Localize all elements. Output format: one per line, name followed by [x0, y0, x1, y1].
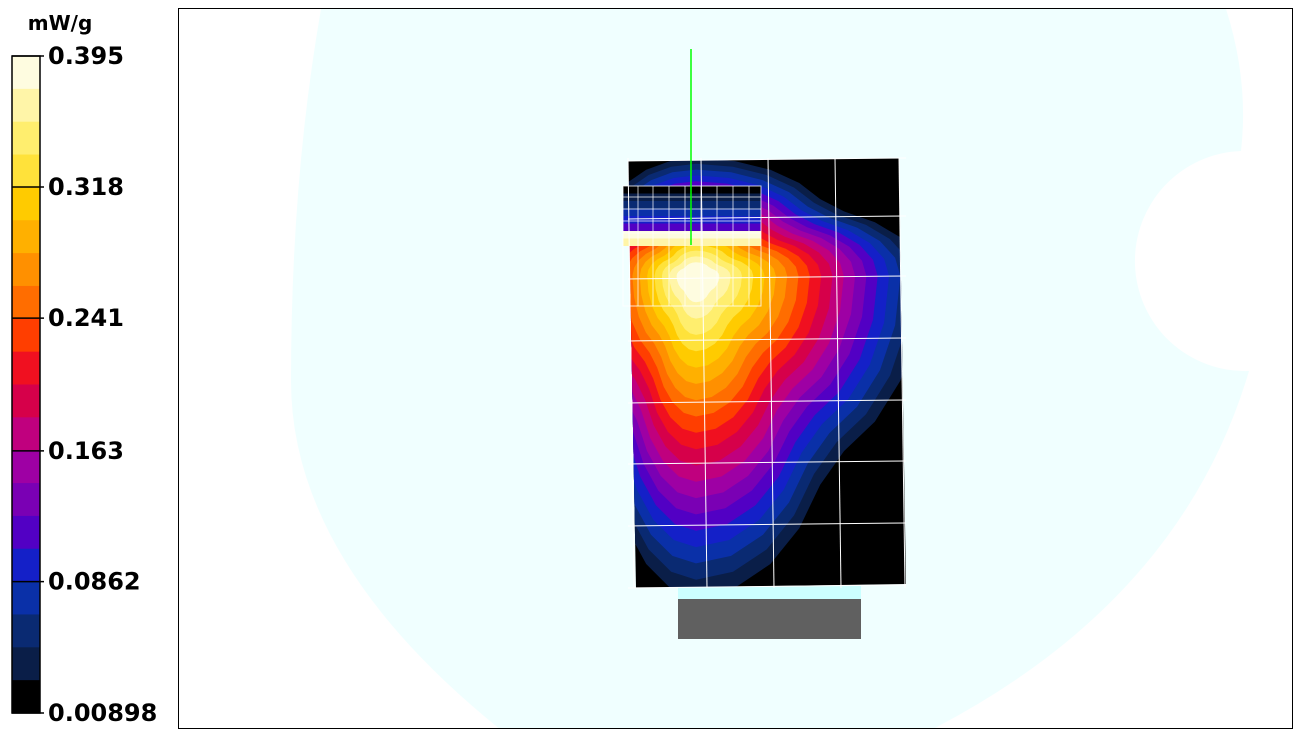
- colorbar-unit-label: mW/g: [28, 11, 93, 35]
- colorbar-tick-label: 0.163: [48, 437, 124, 465]
- grid-line: [627, 522, 907, 527]
- grid-line: [627, 275, 907, 280]
- grid-line: [898, 157, 906, 589]
- sar-contour-band: [676, 262, 720, 303]
- sar-contour-bands: [628, 158, 906, 588]
- colorbar-band: [12, 417, 40, 451]
- colorbar-band: [12, 384, 40, 418]
- colorbar-tick-label: 0.00898: [48, 699, 157, 727]
- measurement-grid: [622, 157, 907, 589]
- grid-line: [627, 584, 907, 589]
- grid-line: [834, 157, 842, 589]
- zoom-scan-region: [623, 186, 761, 246]
- colorbar-tick-label: 0.0862: [48, 568, 141, 596]
- colorbar-band: [12, 121, 40, 156]
- colorbar-band: [12, 450, 40, 484]
- colorbar-band: [12, 220, 40, 254]
- colorbar-band: [12, 614, 40, 648]
- zoom-scan-frame: [622, 185, 762, 307]
- colorbar-ticks: 0.395 0.318 0.241 0.163 0.0862 0.00898: [12, 42, 157, 727]
- grid-line: [627, 215, 907, 220]
- colorbar-band: [12, 351, 40, 385]
- colorbar-band: [12, 581, 40, 615]
- sar-plot-svg: [291, 9, 1249, 728]
- colorbar-band: [12, 483, 40, 517]
- colorbar-band: [12, 154, 40, 188]
- grid-line: [767, 157, 775, 589]
- sar-plot-area: [178, 8, 1293, 729]
- grid-line: [700, 157, 708, 589]
- colorbar-legend: mW/g 0.395 0.318 0.241 0.163 0.0862 0.00898: [11, 11, 157, 727]
- grid-line: [627, 460, 907, 465]
- colorbar-band: [12, 187, 40, 221]
- colorbar-band: [12, 56, 40, 90]
- colorbar-tick-label: 0.318: [48, 173, 124, 201]
- colorbar-band: [12, 285, 40, 320]
- device-base: [678, 599, 861, 639]
- colorbar-tick-label: 0.241: [48, 304, 124, 332]
- colorbar-band: [12, 88, 40, 123]
- colorbar-band: [12, 548, 40, 583]
- grid-line: [627, 399, 907, 404]
- device-base-top: [678, 586, 861, 602]
- grid-line: [627, 337, 907, 342]
- colorbar-band: [12, 680, 40, 714]
- colorbar-band: [12, 318, 40, 353]
- colorbar-band: [12, 647, 40, 681]
- colorbar-tick-label: 0.395: [48, 42, 124, 70]
- colorbar-bands: [12, 56, 40, 714]
- grid-line: [627, 157, 635, 589]
- colorbar-band: [12, 253, 40, 287]
- grid-line: [627, 157, 907, 162]
- colorbar-band: [12, 515, 40, 550]
